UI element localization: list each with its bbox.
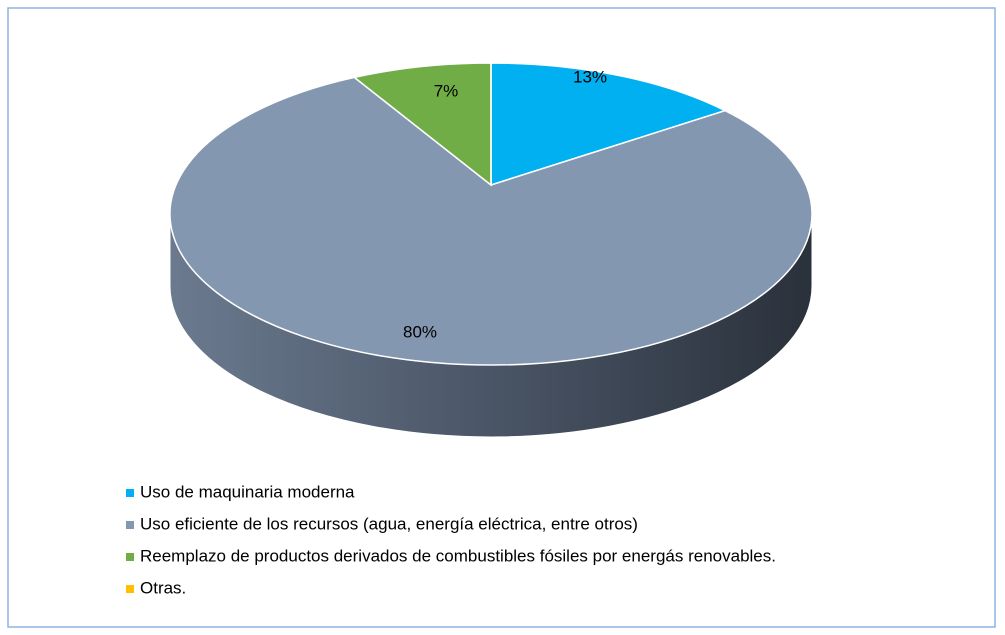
legend-label: Reemplazo de productos derivados de comb… [140,546,776,565]
legend-swatch [126,521,134,529]
pie-slice [169,76,813,366]
data-label: 13% [573,67,607,86]
legend-label: Uso de maquinaria moderna [140,482,355,501]
data-label: 80% [403,322,437,341]
legend-swatch [126,553,134,561]
legend-label: Uso eficiente de los recursos (agua, ene… [140,514,638,533]
legend-swatch [126,489,134,497]
legend-label: Otras. [140,578,186,597]
pie-slice [490,62,727,187]
pie-slice [352,62,492,187]
data-label: 7% [434,81,459,100]
legend-swatch [126,585,134,593]
